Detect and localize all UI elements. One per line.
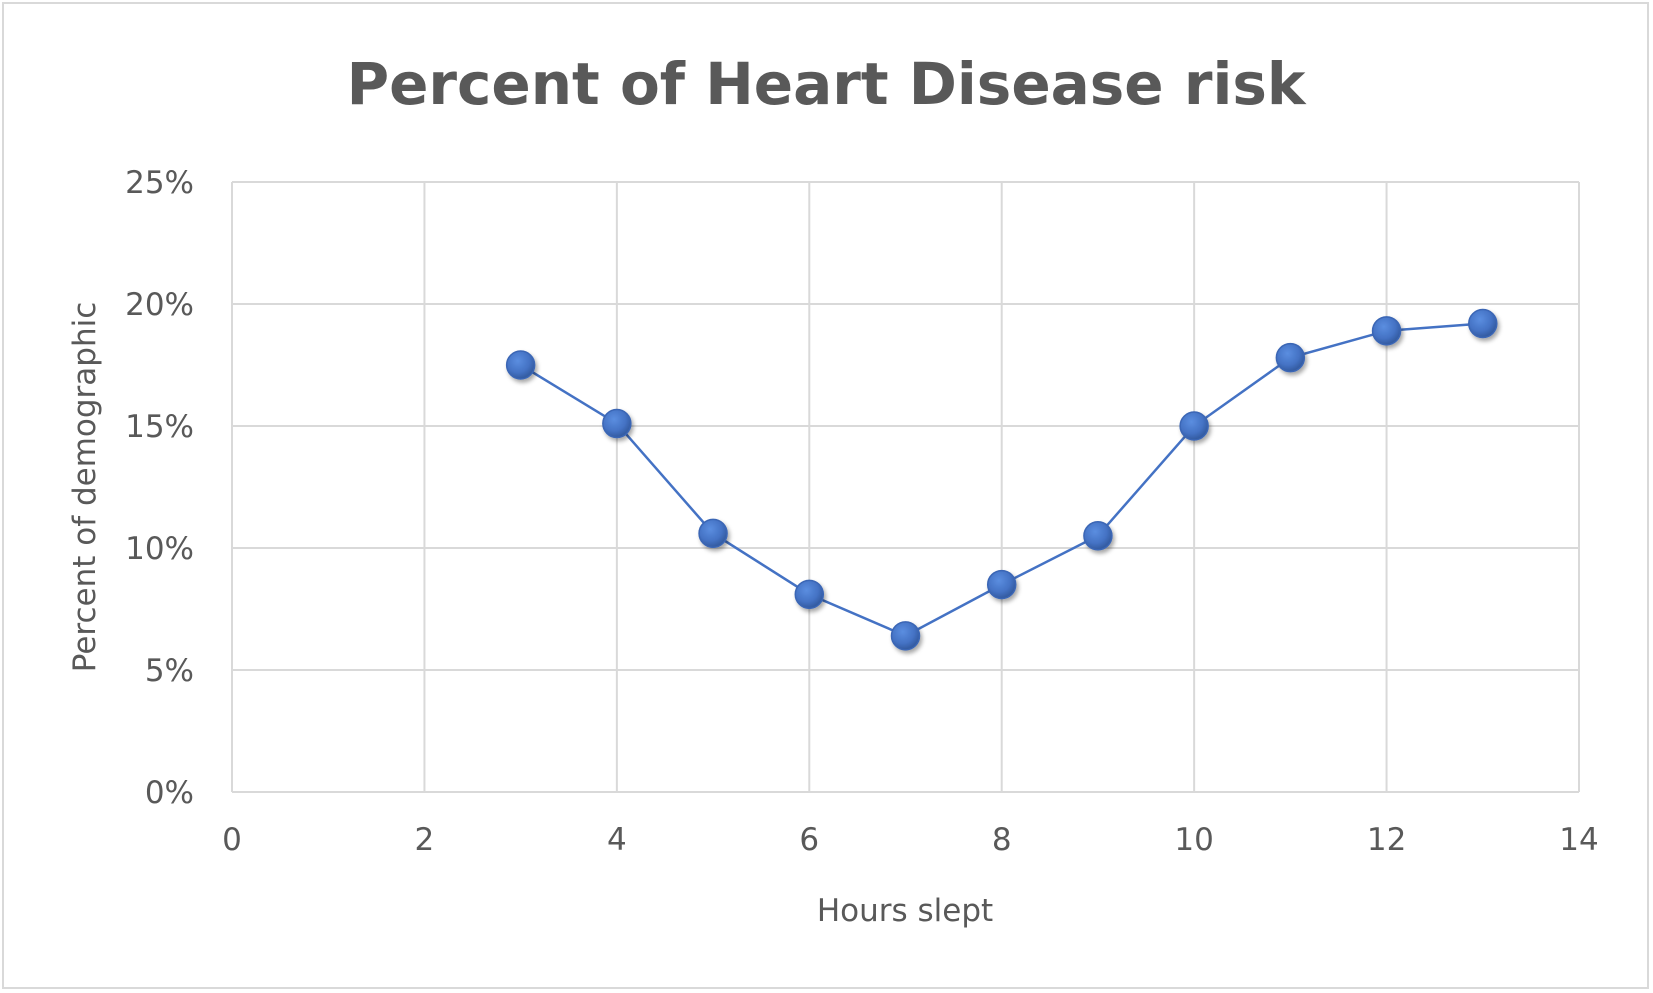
data-series [505, 308, 1498, 651]
y-axis-label: Percent of demographic [67, 302, 103, 673]
data-point [1179, 411, 1209, 441]
y-tick-label: 5% [145, 653, 194, 689]
x-tick-label: 2 [415, 822, 435, 858]
x-gridlines [231, 182, 1580, 792]
y-tick-labels: 0% 5% 10% 15% 20% 25% [125, 165, 194, 811]
x-tick-label: 8 [992, 822, 1012, 858]
y-tick-label: 25% [125, 165, 194, 201]
data-point [698, 518, 728, 549]
data-point [986, 569, 1017, 600]
chart-title: Percent of Heart Disease risk [347, 50, 1307, 118]
y-tick-label: 15% [125, 409, 194, 445]
x-tick-label: 6 [799, 822, 819, 858]
data-point [602, 408, 632, 439]
data-point [1275, 342, 1306, 373]
x-tick-label: 10 [1174, 822, 1213, 858]
x-axis-label: Hours slept [817, 893, 993, 929]
data-point [794, 579, 825, 610]
y-tick-label: 10% [125, 531, 194, 567]
data-point [1468, 308, 1498, 339]
data-point [505, 350, 536, 380]
data-point [1083, 521, 1113, 551]
x-tick-label: 14 [1559, 822, 1598, 858]
x-tick-label: 4 [607, 822, 627, 858]
x-tick-label: 12 [1367, 822, 1406, 858]
y-tick-label: 20% [125, 287, 194, 323]
data-point [1371, 316, 1402, 346]
y-tick-label: 0% [145, 775, 194, 811]
x-tick-labels: 0 2 4 6 8 10 12 14 [222, 822, 1599, 858]
x-tick-label: 0 [222, 822, 242, 858]
data-point [890, 621, 921, 651]
y-gridlines [232, 181, 1579, 793]
